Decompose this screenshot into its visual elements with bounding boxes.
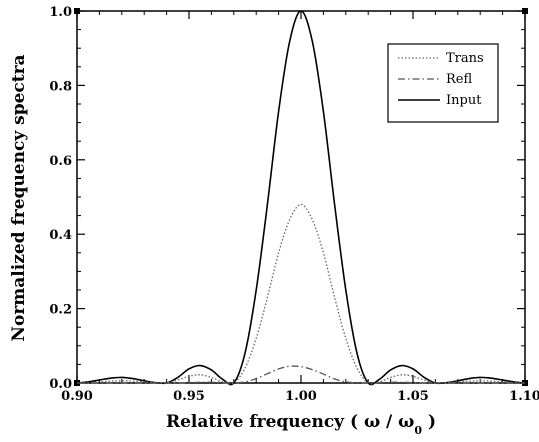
legend: Trans Refl Input: [387, 43, 499, 123]
x-axis-title: Relative frequency ( ω / ω0 ): [166, 412, 436, 437]
corner-marker: [522, 8, 528, 14]
x-tick-label: 0.90: [61, 389, 93, 404]
legend-box: [387, 43, 499, 123]
x-axis-title-subscript: 0: [414, 424, 422, 437]
x-tick-label: 1.10: [509, 389, 539, 404]
y-axis-title: Normalized frequency spectra: [9, 54, 29, 341]
y-tick-label: 0.4: [49, 228, 72, 243]
y-tick-label: 0.6: [49, 154, 72, 169]
axis-ticks: [74, 8, 528, 386]
legend-entries: Trans Refl Input: [398, 51, 484, 108]
x-axis-title-main: Relative frequency ( ω / ω: [166, 412, 414, 432]
legend-label-trans: Trans: [446, 51, 484, 66]
x-tick-label: 1.05: [397, 389, 429, 404]
y-tick-label: 0.0: [49, 377, 72, 392]
series-line-trans: [76, 203, 526, 385]
x-tick-label: 0.95: [173, 389, 205, 404]
series-layer: [76, 10, 526, 386]
y-tick-label: 0.2: [49, 303, 72, 318]
legend-label-refl: Refl: [446, 72, 472, 87]
tick-labels: 0.90 0.95 1.00 1.05 1.10 0.0 0.2 0.4 0.6 0.8 1.0: [49, 5, 539, 404]
legend-label-input: Input: [446, 93, 482, 108]
y-tick-label: 0.8: [49, 79, 72, 94]
x-axis-title-suffix: ): [422, 412, 436, 432]
corner-marker: [74, 8, 80, 14]
y-tick-label: 1.0: [49, 5, 72, 20]
x-tick-label: 1.00: [285, 389, 317, 404]
